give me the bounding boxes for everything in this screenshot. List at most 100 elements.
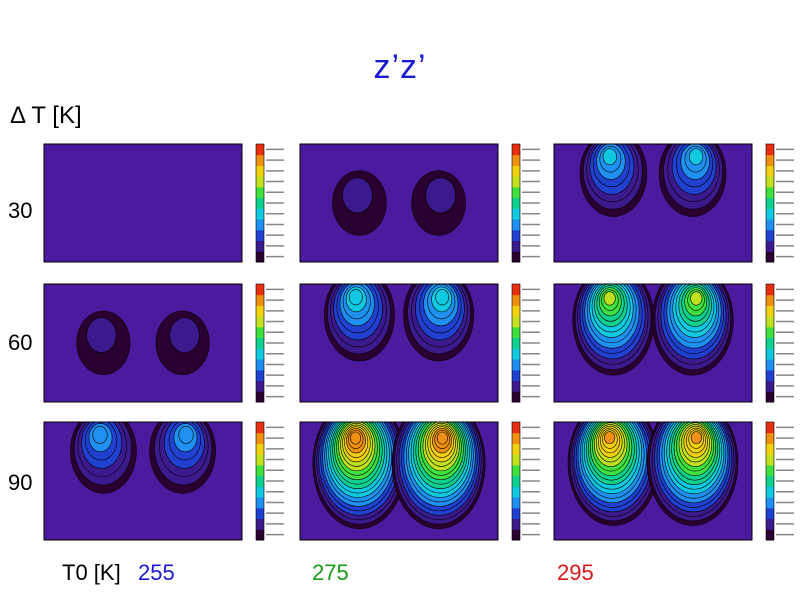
- colorbar-swatch: [512, 391, 520, 403]
- colorbar-swatch: [512, 229, 520, 242]
- colorbar-swatch: [766, 464, 774, 477]
- contour-panel-60-295: [553, 283, 794, 403]
- colorbar-swatch: [512, 219, 520, 231]
- colorbar-frame: [765, 421, 775, 541]
- chart-title: z’z’: [373, 48, 427, 86]
- colorbar-swatch: [256, 186, 264, 199]
- colorbar-swatch: [256, 165, 264, 177]
- colorbar-frame: [255, 283, 265, 403]
- colorbar-swatch: [766, 219, 774, 231]
- colorbar-swatch: [512, 454, 520, 466]
- colorbar-swatch: [766, 454, 774, 466]
- colorbar-swatch: [512, 251, 520, 263]
- panel-frame: [553, 283, 753, 403]
- col-label-255: 255: [138, 560, 175, 585]
- contour-level: [603, 291, 616, 306]
- colorbar-swatch: [766, 144, 774, 156]
- colorbar-swatch: [256, 176, 264, 188]
- panel-frame: [299, 421, 499, 541]
- colorbar-swatch: [512, 316, 520, 328]
- colorbar-swatch: [256, 144, 264, 156]
- colorbar-swatch: [256, 507, 264, 520]
- contour-level: [348, 289, 363, 306]
- colorbar-swatch: [512, 197, 520, 209]
- contour-panel-60-275: [299, 283, 540, 403]
- colorbar-swatch: [256, 454, 264, 466]
- colorbar-swatch: [256, 369, 264, 382]
- colorbar-swatch: [512, 144, 520, 156]
- colorbar-swatch: [512, 240, 520, 252]
- colorbar-swatch: [766, 359, 774, 371]
- colorbar-frame: [255, 143, 265, 263]
- colorbar-swatch: [512, 165, 520, 177]
- contour-level: [436, 431, 448, 445]
- colorbar-swatch: [766, 432, 774, 444]
- colorbar-frame: [511, 143, 521, 263]
- colorbar-frame: [765, 143, 775, 263]
- row-label-60: 60: [8, 330, 33, 355]
- colorbar-swatch: [256, 422, 264, 434]
- colorbar-frame: [255, 421, 265, 541]
- colorbar-swatch: [512, 294, 520, 306]
- colorbar-swatch: [512, 284, 520, 296]
- colorbar-swatch: [766, 497, 774, 509]
- colorbar-swatch: [766, 186, 774, 199]
- colorbar-swatch: [766, 326, 774, 339]
- colorbar-swatch: [766, 305, 774, 317]
- colorbar-swatch: [256, 529, 264, 541]
- colorbar-swatch: [512, 176, 520, 188]
- contour-level: [690, 291, 703, 306]
- colorbar-swatch: [256, 316, 264, 328]
- row-label-30: 30: [8, 198, 33, 223]
- contour-level: [435, 289, 450, 306]
- colorbar-swatch: [512, 497, 520, 509]
- colorbar-swatch: [256, 443, 264, 455]
- colorbar-swatch: [766, 208, 774, 220]
- panel-frame: [299, 143, 499, 263]
- t0-axis-label: T0 [K]: [62, 560, 121, 585]
- colorbar-swatch: [766, 229, 774, 242]
- contour-level: [689, 148, 704, 166]
- colorbar-swatch: [766, 391, 774, 403]
- colorbar-swatch: [766, 475, 774, 487]
- colorbar-swatch: [256, 380, 264, 392]
- colorbar-frame: [765, 283, 775, 403]
- contour-level: [342, 177, 373, 214]
- colorbar-swatch: [512, 359, 520, 371]
- colorbar-swatch: [256, 284, 264, 296]
- colorbar-swatch: [512, 208, 520, 220]
- contour-level: [604, 431, 616, 445]
- colorbar-swatch: [256, 294, 264, 306]
- colorbar-swatch: [766, 507, 774, 520]
- contour-panel-30-295: [553, 143, 794, 263]
- colorbar-frame: [511, 421, 521, 541]
- colorbar-swatch: [766, 486, 774, 498]
- colorbar-swatch: [766, 294, 774, 306]
- colorbar-swatch: [766, 176, 774, 188]
- contour-panel-90-255: [43, 421, 284, 541]
- panel-frame: [553, 421, 753, 541]
- colorbar-swatch: [766, 348, 774, 360]
- panel-background: [44, 144, 242, 262]
- colorbar-swatch: [766, 197, 774, 209]
- colorbar-swatch: [766, 380, 774, 392]
- colorbar-swatch: [512, 464, 520, 477]
- panel-frame: [43, 143, 243, 263]
- col-label-295: 295: [557, 560, 594, 585]
- colorbar-swatch: [766, 251, 774, 263]
- colorbar-swatch: [512, 486, 520, 498]
- colorbar-swatch: [256, 497, 264, 509]
- colorbar-swatch: [766, 422, 774, 434]
- contour-level: [602, 148, 618, 166]
- colorbar-swatch: [512, 443, 520, 455]
- contour-level: [350, 431, 362, 445]
- colorbar-swatch: [256, 337, 264, 349]
- colorbar-swatch: [766, 518, 774, 530]
- contour-level: [92, 425, 108, 444]
- colorbar-swatch: [512, 154, 520, 166]
- contour-level: [690, 431, 702, 445]
- colorbar-swatch: [256, 432, 264, 444]
- colorbar-swatch: [256, 326, 264, 339]
- colorbar-swatch: [512, 337, 520, 349]
- colorbar-swatch: [256, 475, 264, 487]
